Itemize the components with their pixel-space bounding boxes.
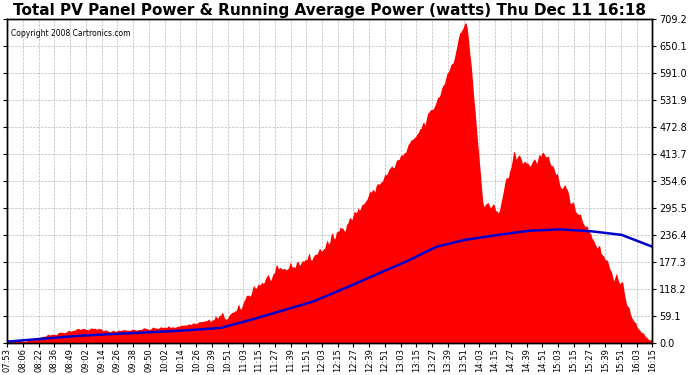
Text: Copyright 2008 Cartronics.com: Copyright 2008 Cartronics.com [10, 28, 130, 38]
Title: Total PV Panel Power & Running Average Power (watts) Thu Dec 11 16:18: Total PV Panel Power & Running Average P… [13, 3, 647, 18]
